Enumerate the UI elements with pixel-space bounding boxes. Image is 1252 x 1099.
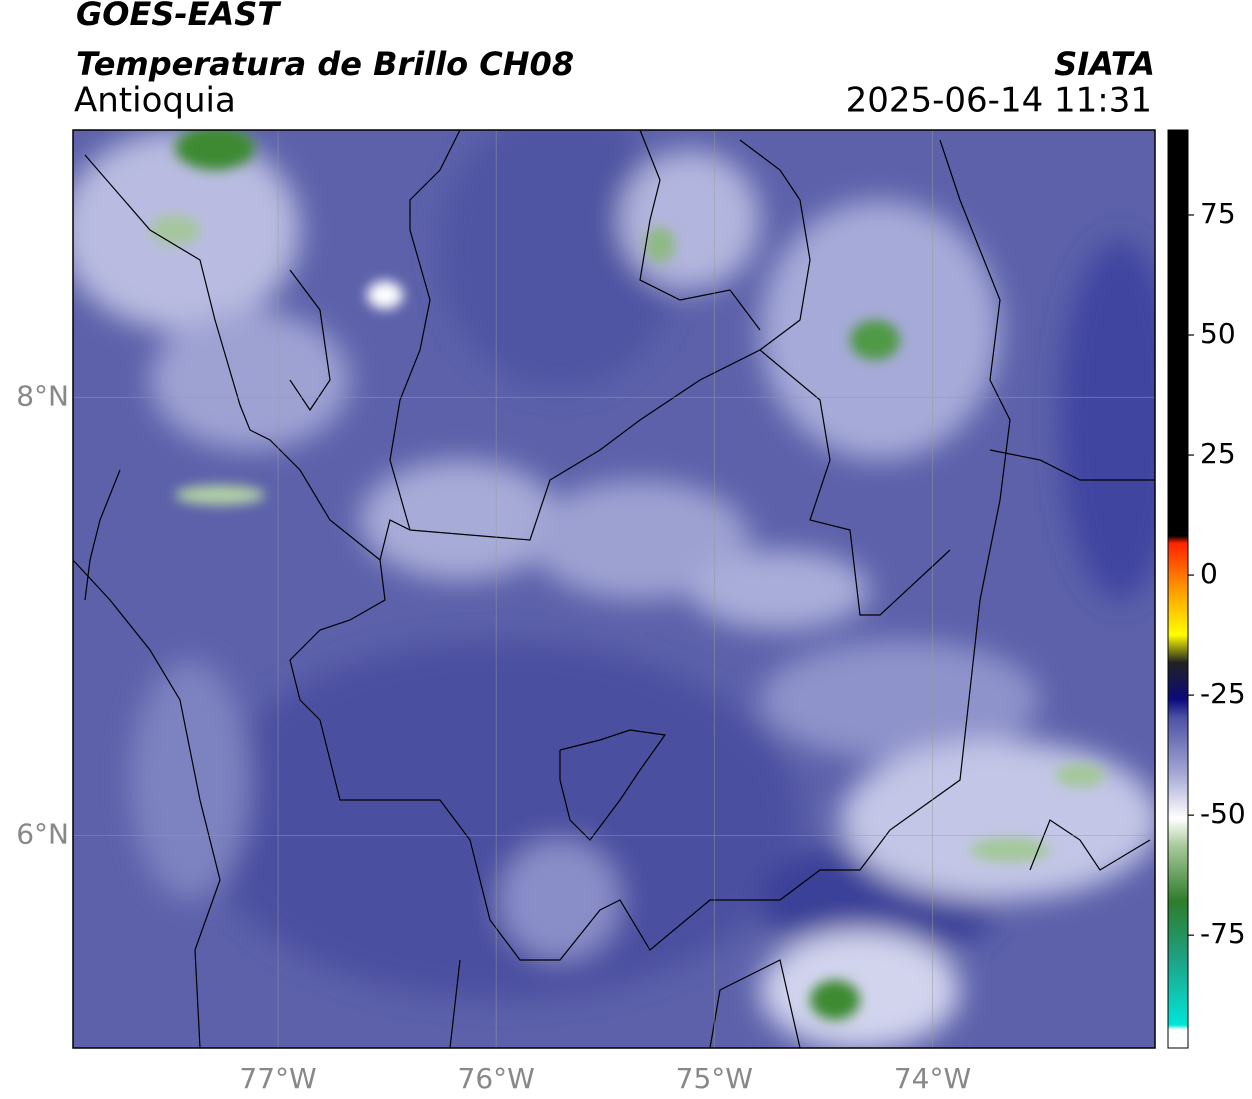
map-frame bbox=[72, 129, 1156, 1049]
y-tick-label: 6°N bbox=[16, 817, 69, 850]
title: GOES-EAST bbox=[76, 0, 281, 33]
x-tick-label: 77°W bbox=[239, 1062, 316, 1095]
colorbar-tick-label: -75 bbox=[1200, 917, 1246, 950]
colorbar bbox=[1167, 129, 1189, 1049]
colorbar-tick-label: 25 bbox=[1200, 437, 1236, 470]
subtitle: Temperatura de Brillo CH08 bbox=[76, 45, 574, 83]
colorbar-tick-label: 0 bbox=[1200, 557, 1218, 590]
graticule bbox=[73, 130, 1155, 1048]
x-tick-label: 74°W bbox=[894, 1062, 971, 1095]
satellite-image bbox=[73, 130, 1155, 1048]
colorbar-tick-label: -50 bbox=[1200, 797, 1246, 830]
source: SIATA bbox=[1054, 45, 1155, 83]
colorbar-tick-label: -25 bbox=[1200, 677, 1246, 710]
borders bbox=[73, 130, 1155, 1048]
colorbar-tick-label: 75 bbox=[1200, 197, 1236, 230]
colorbar-tick-label: 50 bbox=[1200, 317, 1236, 350]
timestamp: 2025-06-14 11:31 bbox=[846, 81, 1152, 121]
x-tick-label: 76°W bbox=[458, 1062, 535, 1095]
x-tick-label: 75°W bbox=[676, 1062, 753, 1095]
y-tick-label: 8°N bbox=[16, 379, 69, 412]
region: Antioquia bbox=[74, 81, 236, 121]
